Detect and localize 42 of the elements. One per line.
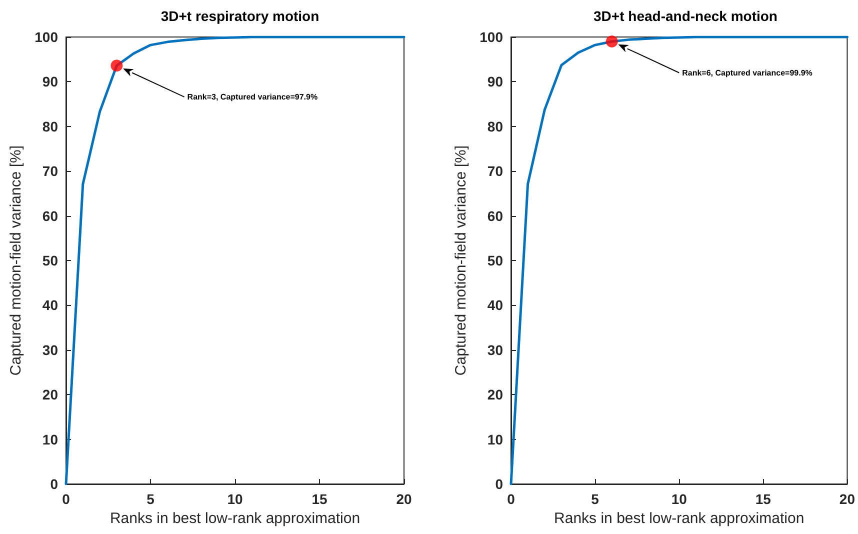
y-axis-title: Captured motion-field variance [%]: [8, 145, 25, 376]
y-tick-label: 100: [34, 29, 58, 45]
x-tick-label: 10: [671, 491, 688, 507]
y-tick-label: 80: [487, 118, 504, 134]
x-tick-label: 5: [591, 491, 600, 507]
x-tick-label: 20: [839, 491, 856, 507]
y-tick-label: 50: [487, 252, 504, 268]
y-tick-label: 40: [487, 297, 504, 314]
x-tick-label: 10: [227, 491, 243, 507]
x-tick-label: 5: [146, 491, 155, 507]
y-tick-label: 90: [487, 74, 504, 90]
y-tick-label: 30: [42, 342, 58, 358]
y-tick-label: 40: [42, 297, 58, 314]
x-tick-label: 15: [312, 491, 328, 507]
y-tick-label: 70: [487, 163, 504, 180]
y-tick-label: 20: [487, 386, 504, 403]
y-tick-label: 100: [480, 29, 504, 45]
y-tick-label: 20: [42, 386, 58, 403]
y-tick-label: 60: [42, 208, 58, 224]
x-tick-label: 0: [62, 491, 70, 507]
x-tick-label: 15: [755, 491, 772, 507]
x-tick-label: 20: [396, 491, 412, 507]
x-tick-label: 0: [507, 491, 516, 507]
x-axis-title: Ranks in best low-rank approximation: [554, 510, 804, 527]
annotation: Rank=6, Captured variance=99.9%: [682, 68, 812, 78]
annotation: Rank=3, Captured variance=97.9%: [187, 92, 318, 102]
y-tick-label: 70: [42, 163, 58, 180]
line-series: [64, 36, 406, 486]
y-tick-label: 80: [42, 118, 58, 134]
line-series: [510, 36, 848, 486]
y-tick-label: 50: [42, 252, 58, 268]
y-tick-label: 10: [487, 431, 504, 448]
y-tick-label: 90: [42, 74, 58, 90]
y-tick-label: 60: [487, 208, 504, 224]
chart-title: 3D+t head-and-neck motion: [594, 8, 778, 24]
chart-title: 3D+t respiratory motion: [160, 8, 320, 24]
y-tick-label: 0: [495, 476, 504, 492]
y-tick-label: 0: [50, 476, 58, 492]
y-tick-label: 30: [487, 342, 504, 358]
y-tick-label: 10: [42, 431, 58, 448]
y-axis-title: Captured motion-field variance [%]: [452, 145, 470, 376]
x-axis-title: Ranks in best low-rank approximation: [110, 510, 360, 527]
